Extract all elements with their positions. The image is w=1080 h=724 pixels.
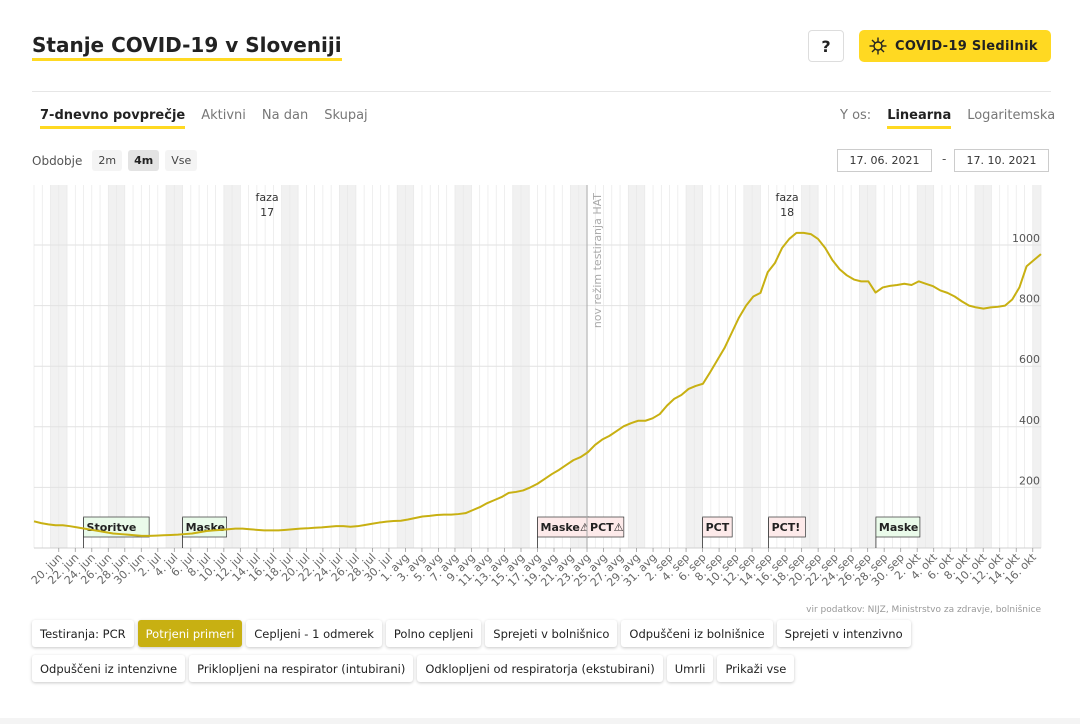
- help-button[interactable]: ?: [808, 30, 844, 62]
- period-2m-button[interactable]: 2m: [92, 150, 123, 171]
- tab-active[interactable]: Aktivni: [201, 108, 246, 123]
- tab-7day-average[interactable]: 7-dnevno povprečje: [40, 108, 186, 129]
- phase-number: 17: [260, 206, 274, 219]
- event-label: Storitve: [87, 521, 137, 534]
- event-label-box: [768, 516, 806, 538]
- series-icu-discharged-button[interactable]: Odpuščeni iz intenzivne: [32, 655, 186, 682]
- series-toggle-group: Testiranja: PCR Potrjeni primeri Cepljen…: [32, 620, 1042, 682]
- y-axis-log-option[interactable]: Logaritemska: [967, 108, 1056, 123]
- y-axis-linear-option[interactable]: Linearna: [887, 108, 952, 129]
- event-label: PCT: [706, 521, 730, 534]
- period-all-button[interactable]: Vse: [165, 150, 198, 171]
- tab-daily[interactable]: Na dan: [261, 108, 309, 123]
- y-tick-label: 800: [1019, 293, 1040, 306]
- tab-total[interactable]: Skupaj: [324, 108, 368, 123]
- series-pcr-tests-button[interactable]: Testiranja: PCR: [32, 620, 134, 647]
- event-label: PCT⚠: [590, 521, 624, 534]
- date-to-input[interactable]: [954, 149, 1049, 172]
- sledilnik-button[interactable]: COVID-19 Sledilnik: [859, 30, 1051, 62]
- series-vaccinated-first-dose-button[interactable]: Cepljeni - 1 odmerek: [246, 620, 382, 647]
- y-tick-label: 400: [1019, 414, 1040, 427]
- y-axis-scale-control: Y os: Linearna Logaritemska: [840, 108, 1055, 129]
- virus-icon: [869, 37, 887, 55]
- series-show-all-button[interactable]: Prikaži vse: [717, 655, 795, 682]
- series-confirmed-cases-button[interactable]: Potrjeni primeri: [137, 620, 243, 647]
- testing-regime-label: nov režim testiranja HAT: [591, 193, 604, 328]
- series-intubated-button[interactable]: Priklopljeni na respirator (intubirani): [189, 655, 414, 682]
- period-label: Obdobje: [32, 153, 83, 168]
- page-title: Stanje COVID-19 v Sloveniji: [32, 32, 342, 61]
- series-deceased-button[interactable]: Umrli: [666, 655, 714, 682]
- event-label: Maske: [879, 521, 918, 534]
- date-separator: -: [942, 152, 947, 166]
- date-from-input[interactable]: [837, 149, 932, 172]
- event-label: Maske⚠: [541, 521, 590, 534]
- data-source-note: vir podatkov: NIJZ, Ministrstvo za zdrav…: [806, 605, 1041, 615]
- series-line-confirmed-cases: [33, 231, 1042, 537]
- period-4m-button[interactable]: 4m: [128, 150, 160, 171]
- series-hospital-admitted-button[interactable]: Sprejeti v bolnišnico: [485, 620, 618, 647]
- event-label: PCT!: [772, 521, 801, 534]
- y-tick-label: 1000: [1012, 232, 1040, 245]
- event-label-box: [875, 516, 921, 538]
- series-extubated-button[interactable]: Odklopljeni od respiratorja (ekstubirani…: [417, 655, 663, 682]
- event-label-box: [702, 516, 733, 538]
- phase-label: faza: [256, 191, 279, 204]
- series-fully-vaccinated-button[interactable]: Polno cepljeni: [385, 620, 482, 647]
- y-axis-label: Y os:: [840, 108, 872, 123]
- series-icu-admitted-button[interactable]: Sprejeti v intenzivno: [776, 620, 911, 647]
- y-tick-label: 600: [1019, 353, 1040, 366]
- phase-label: faza: [776, 191, 799, 204]
- header-divider: [32, 91, 1051, 92]
- metric-tabs: 7-dnevno povprečje Aktivni Na dan Skupaj: [40, 108, 368, 129]
- period-selector: Obdobje 2m 4m Vse: [32, 150, 198, 171]
- sledilnik-label: COVID-19 Sledilnik: [895, 38, 1038, 54]
- phase-number: 18: [780, 206, 794, 219]
- y-tick-label: 200: [1019, 474, 1040, 487]
- series-hospital-discharged-button[interactable]: Odpuščeni iz bolnišnice: [621, 620, 773, 647]
- event-label-box: [182, 516, 227, 538]
